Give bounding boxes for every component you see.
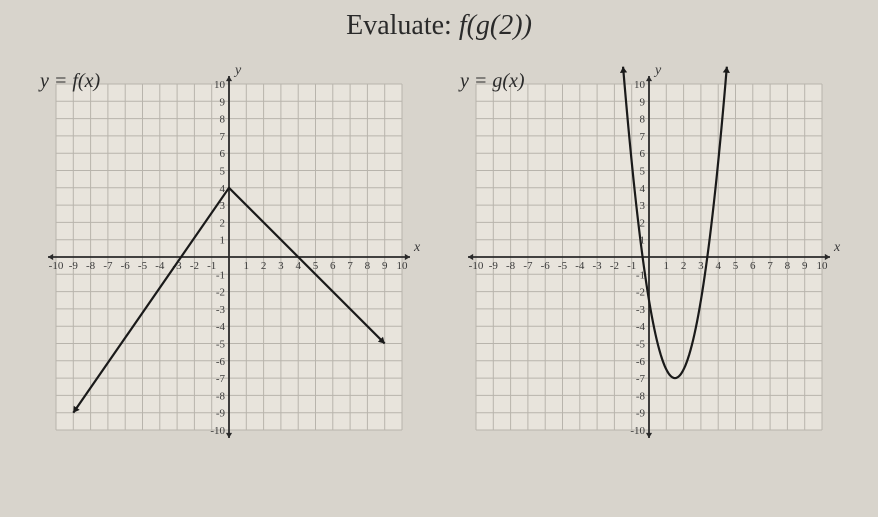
- svg-text:-3: -3: [636, 304, 646, 316]
- svg-text:-4: -4: [216, 321, 226, 333]
- svg-text:8: 8: [365, 260, 371, 272]
- svg-text:-10: -10: [49, 260, 64, 272]
- page-title: Evaluate: f(g(2)): [10, 10, 868, 42]
- svg-text:-10: -10: [630, 425, 645, 437]
- svg-text:4: 4: [640, 183, 646, 195]
- svg-text:-6: -6: [121, 260, 131, 272]
- svg-text:-9: -9: [636, 408, 646, 420]
- svg-text:-2: -2: [216, 287, 225, 299]
- svg-text:10: 10: [397, 260, 409, 272]
- svg-text:-5: -5: [216, 339, 226, 351]
- svg-text:9: 9: [220, 96, 226, 108]
- svg-text:-7: -7: [216, 373, 226, 385]
- svg-text:-8: -8: [86, 260, 96, 272]
- svg-text:-3: -3: [593, 260, 603, 272]
- svg-text:7: 7: [640, 131, 646, 143]
- svg-text:-5: -5: [636, 339, 646, 351]
- svg-text:y: y: [653, 63, 662, 78]
- svg-text:9: 9: [382, 260, 388, 272]
- svg-text:2: 2: [261, 260, 267, 272]
- svg-text:-10: -10: [469, 260, 484, 272]
- svg-text:7: 7: [767, 260, 773, 272]
- svg-text:-4: -4: [636, 321, 646, 333]
- svg-text:-8: -8: [506, 260, 516, 272]
- left-chart-label: y = f(x): [40, 70, 100, 93]
- svg-text:5: 5: [733, 260, 739, 272]
- charts-container: y = f(x) -10-9-8-7-6-5-4-3-2-11234567891…: [10, 62, 868, 452]
- svg-text:-5: -5: [558, 260, 568, 272]
- svg-text:-4: -4: [575, 260, 585, 272]
- svg-text:-6: -6: [636, 356, 646, 368]
- svg-text:10: 10: [634, 79, 646, 91]
- svg-text:-7: -7: [103, 260, 113, 272]
- svg-text:9: 9: [640, 96, 646, 108]
- svg-text:-8: -8: [636, 390, 646, 402]
- left-chart-svg: -10-9-8-7-6-5-4-3-2-112345678910-1-2-3-4…: [34, 62, 424, 452]
- svg-text:-6: -6: [541, 260, 551, 272]
- svg-text:y: y: [233, 63, 242, 78]
- svg-text:7: 7: [347, 260, 353, 272]
- svg-text:5: 5: [640, 166, 646, 178]
- svg-text:10: 10: [214, 79, 226, 91]
- svg-text:-7: -7: [636, 373, 646, 385]
- svg-text:-4: -4: [155, 260, 165, 272]
- svg-text:-3: -3: [216, 304, 226, 316]
- title-prefix: Evaluate:: [346, 10, 459, 41]
- svg-text:6: 6: [330, 260, 336, 272]
- svg-text:8: 8: [220, 114, 226, 126]
- svg-text:-9: -9: [216, 408, 226, 420]
- svg-text:-8: -8: [216, 390, 226, 402]
- svg-text:9: 9: [802, 260, 808, 272]
- svg-text:5: 5: [220, 166, 226, 178]
- svg-text:6: 6: [640, 148, 646, 160]
- svg-text:3: 3: [278, 260, 284, 272]
- svg-text:4: 4: [295, 260, 301, 272]
- svg-text:4: 4: [715, 260, 721, 272]
- right-chart-svg: -10-9-8-7-6-5-4-3-2-112345678910-1-2-3-4…: [454, 62, 844, 452]
- svg-text:-2: -2: [610, 260, 619, 272]
- svg-text:1: 1: [220, 235, 226, 247]
- svg-text:6: 6: [220, 148, 226, 160]
- svg-text:7: 7: [220, 131, 226, 143]
- svg-text:x: x: [413, 240, 421, 255]
- title-expression: f(g(2)): [459, 10, 532, 41]
- svg-text:-9: -9: [69, 260, 79, 272]
- svg-text:10: 10: [817, 260, 829, 272]
- svg-text:2: 2: [640, 217, 646, 229]
- svg-text:-7: -7: [523, 260, 533, 272]
- svg-text:5: 5: [313, 260, 319, 272]
- svg-text:8: 8: [785, 260, 791, 272]
- left-chart-block: y = f(x) -10-9-8-7-6-5-4-3-2-11234567891…: [34, 62, 424, 452]
- right-chart-label: y = g(x): [460, 70, 525, 93]
- svg-text:3: 3: [698, 260, 704, 272]
- svg-text:2: 2: [681, 260, 687, 272]
- svg-text:-6: -6: [216, 356, 226, 368]
- svg-text:-1: -1: [216, 269, 225, 281]
- svg-text:-10: -10: [210, 425, 225, 437]
- svg-text:-9: -9: [489, 260, 499, 272]
- svg-text:x: x: [833, 240, 841, 255]
- svg-text:-2: -2: [190, 260, 199, 272]
- svg-text:1: 1: [664, 260, 670, 272]
- svg-text:-2: -2: [636, 287, 645, 299]
- svg-text:8: 8: [640, 114, 646, 126]
- svg-text:-5: -5: [138, 260, 148, 272]
- svg-text:6: 6: [750, 260, 756, 272]
- svg-text:2: 2: [220, 217, 226, 229]
- right-chart-block: y = g(x) -10-9-8-7-6-5-4-3-2-11234567891…: [454, 62, 844, 452]
- svg-text:1: 1: [244, 260, 250, 272]
- svg-text:3: 3: [640, 200, 646, 212]
